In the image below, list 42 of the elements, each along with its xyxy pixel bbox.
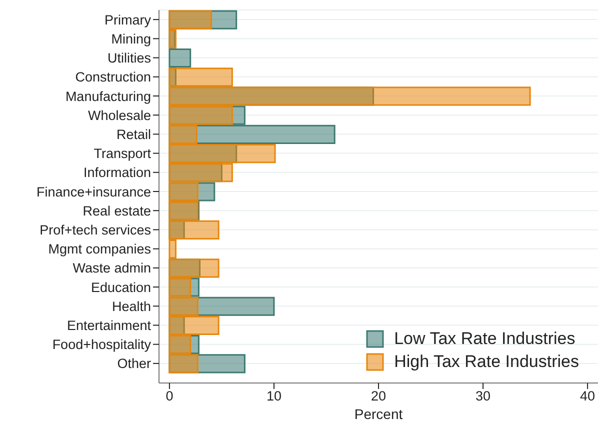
bar (168, 144, 276, 164)
y-tick-label: Finance+insurance (36, 184, 151, 200)
y-tick-label: Transport (94, 146, 152, 162)
bar (168, 296, 198, 316)
y-tick-label: Entertainment (66, 318, 152, 334)
y-tick-label: Education (90, 280, 151, 295)
bar (168, 68, 233, 87)
y-tick-label: Retail (116, 126, 151, 142)
x-tick-label: 40 (580, 388, 596, 404)
bar (168, 182, 198, 202)
x-tick-label: 20 (370, 388, 386, 404)
y-tick-label: Construction (75, 70, 151, 85)
bar (168, 240, 176, 259)
y-tick-label: Waste admin (72, 260, 151, 276)
y-tick-label: Real estate (82, 203, 151, 218)
y-tick-label: Mining (111, 31, 151, 46)
bar (168, 258, 220, 278)
y-tick-label: Wholesale (88, 108, 151, 123)
bar (168, 10, 212, 30)
y-tick-label: Mgmt companies (48, 242, 152, 257)
bar (168, 48, 192, 68)
bar (168, 316, 220, 336)
legend-label: High Tax Rate Industries (394, 352, 579, 372)
bar (168, 124, 198, 144)
y-tick-label: Health (112, 298, 151, 314)
bar (168, 106, 233, 125)
y-tick-label: Primary (104, 12, 152, 28)
y-tick-label: Information (83, 165, 151, 180)
x-tick-label: 0 (166, 388, 174, 404)
y-tick-label: Prof+tech services (40, 222, 152, 238)
y-tick-label: Other (117, 356, 152, 372)
y-tick-label: Manufacturing (65, 88, 151, 104)
y-tick-label: Utilities (107, 50, 152, 66)
x-axis-title: Percent (354, 406, 403, 422)
y-tick-label: Food+hospitality (52, 337, 152, 352)
bar (168, 220, 220, 240)
x-tick-label: 30 (476, 388, 491, 404)
legend-label: Low Tax Rate Industries (394, 329, 576, 349)
x-tick-label: 10 (266, 388, 282, 404)
bar (168, 163, 233, 182)
bar (168, 354, 198, 374)
bar (168, 86, 531, 106)
